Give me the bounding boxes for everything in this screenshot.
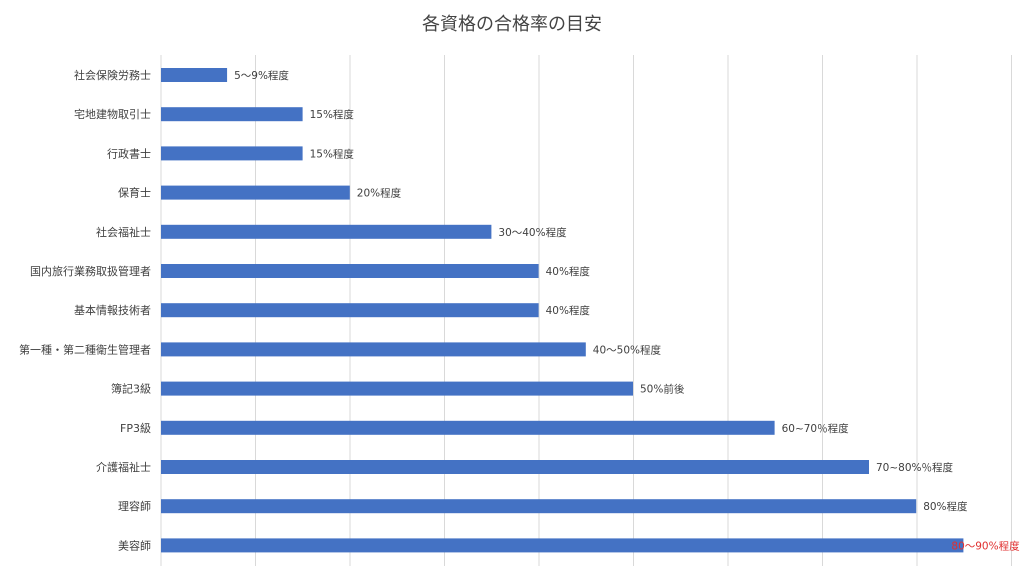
gridlines (160, 55, 1012, 566)
data-label: 40%程度 (546, 304, 591, 317)
bar (161, 68, 228, 82)
bar (161, 303, 539, 318)
data-label: 70~80%％程度 (876, 461, 953, 474)
category-label: 理容師 (118, 499, 151, 513)
data-label: 60~70％程度 (782, 422, 850, 435)
category-label: 国内旅行業務取扱管理者 (30, 264, 151, 278)
data-label: 15%程度 (310, 108, 355, 121)
value-labels: 5～9%程度 15%程度 15%程度 20%程度 30～40%程度 40%程度 40%程度 4… (234, 69, 1020, 552)
bar (161, 146, 303, 161)
data-label: 30～40%程度 (498, 226, 567, 239)
bars (161, 68, 964, 553)
category-labels: 社会保険労務士宅地建物取引士行政書士保育士社会福祉士国内旅行業務取扱管理者基本情… (19, 68, 151, 552)
chart-title: 各資格の合格率の目安 (422, 14, 602, 35)
category-label: 宅地建物取引士 (74, 107, 151, 121)
category-label: 基本情報技術者 (74, 303, 151, 317)
category-label: 簿記3級 (111, 382, 151, 396)
data-label: 15%程度 (310, 147, 355, 160)
data-label: 40～50%程度 (593, 343, 662, 356)
data-label: 40%程度 (546, 265, 591, 278)
data-label: 20%程度 (357, 187, 402, 200)
category-label: 保育士 (118, 186, 151, 200)
category-label: 美容師 (118, 538, 151, 552)
data-label: 80%程度 (923, 500, 968, 513)
category-label: 社会保険労務士 (74, 68, 151, 82)
category-label: 介護福祉士 (96, 460, 151, 474)
category-label: 第一種・第二種衛生管理者 (19, 342, 151, 356)
bar (161, 499, 917, 514)
bar (161, 460, 869, 474)
bar (161, 538, 964, 553)
data-label: 80～90%程度 (951, 539, 1020, 552)
category-label: FP3級 (120, 422, 151, 435)
bar (161, 224, 492, 239)
bar (161, 342, 586, 357)
data-label: 50%前後 (640, 383, 685, 396)
bar (161, 381, 633, 396)
bar (161, 264, 539, 278)
bar (161, 185, 350, 200)
category-label: 社会福祉士 (96, 225, 151, 239)
data-label: 5～9%程度 (234, 69, 289, 82)
category-label: 行政書士 (107, 146, 151, 160)
bar (161, 420, 775, 435)
bar (161, 107, 303, 122)
